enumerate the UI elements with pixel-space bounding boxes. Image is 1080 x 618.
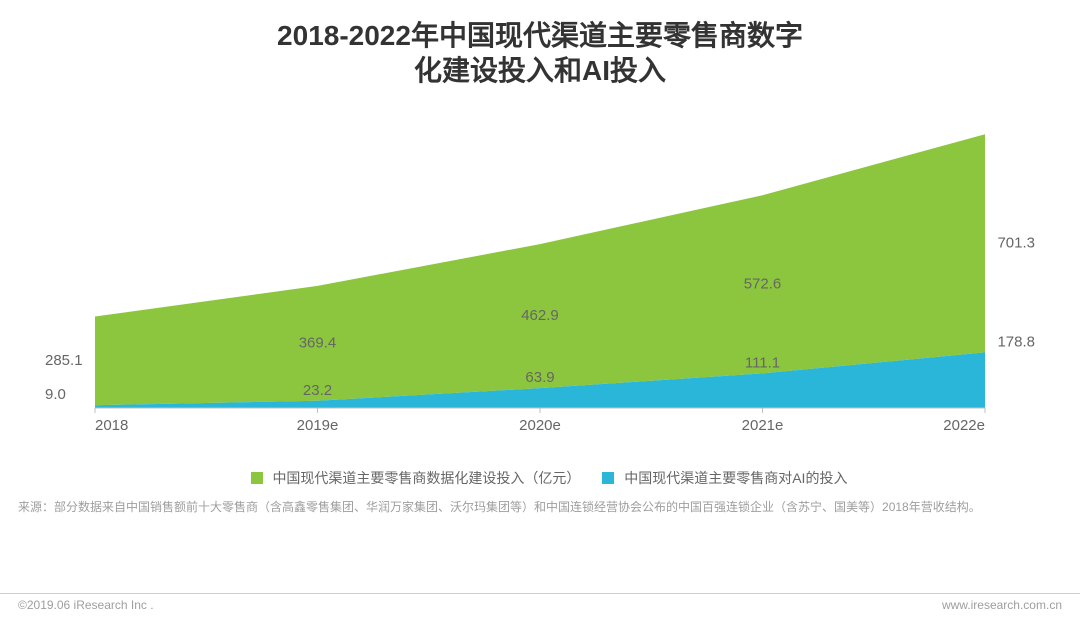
area-digital: [95, 134, 985, 405]
value-label-digital: 369.4: [299, 334, 337, 351]
x-axis-label: 2020e: [519, 417, 561, 434]
value-label-digital: 462.9: [521, 307, 559, 324]
value-label-digital: 572.6: [744, 275, 782, 292]
legend-swatch-digital: [251, 472, 263, 484]
x-axis-label: 2021e: [742, 417, 784, 434]
value-label-ai: 9.0: [45, 386, 66, 403]
source-text: 部分数据来自中国销售额前十大零售商（含高鑫零售集团、华润万家集团、沃尔玛集团等）…: [54, 500, 981, 514]
footer: ©2019.06 iResearch Inc . www.iresearch.c…: [0, 593, 1080, 612]
value-label-digital: 285.1: [45, 352, 83, 369]
copyright-text: ©2019.06 iResearch Inc .: [18, 598, 154, 612]
title-line-1: 2018-2022年中国现代渠道主要零售商数字: [0, 18, 1080, 53]
legend-label-ai: 中国现代渠道主要零售商对AI的投入: [624, 470, 847, 486]
value-label-digital: 701.3: [997, 234, 1035, 251]
legend-label-digital: 中国现代渠道主要零售商数据化建设投入（亿元）: [272, 470, 580, 486]
x-axis-label: 2019e: [297, 417, 339, 434]
value-label-ai: 111.1: [745, 354, 780, 371]
source-label: 来源：: [18, 500, 54, 514]
site-link: www.iresearch.com.cn: [942, 598, 1062, 612]
x-axis-label: 2022e: [943, 417, 985, 434]
value-label-ai: 178.8: [997, 333, 1035, 350]
chart-container: 2018 2019e 2020e 2021e 2022e 285.1 369.4 462.9 5…: [40, 118, 1040, 438]
chart-title: 2018-2022年中国现代渠道主要零售商数字 化建设投入和AI投入: [0, 0, 1080, 88]
x-axis-label: 2018: [95, 417, 128, 434]
value-label-ai: 23.2: [303, 382, 332, 399]
title-line-2: 化建设投入和AI投入: [0, 53, 1080, 88]
legend: 中国现代渠道主要零售商数据化建设投入（亿元） 中国现代渠道主要零售商对AI的投入: [0, 468, 1080, 488]
value-label-ai: 63.9: [525, 369, 554, 386]
area-chart: 2018 2019e 2020e 2021e 2022e 285.1 369.4 462.9 5…: [40, 118, 1040, 438]
source-note: 来源：部分数据来自中国销售额前十大零售商（含高鑫零售集团、华润万家集团、沃尔玛集…: [18, 498, 1062, 516]
legend-swatch-ai: [602, 472, 614, 484]
